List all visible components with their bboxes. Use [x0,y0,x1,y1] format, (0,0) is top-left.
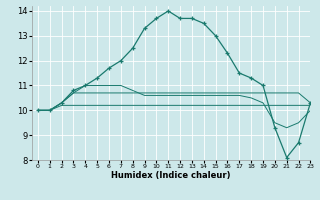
X-axis label: Humidex (Indice chaleur): Humidex (Indice chaleur) [111,171,231,180]
